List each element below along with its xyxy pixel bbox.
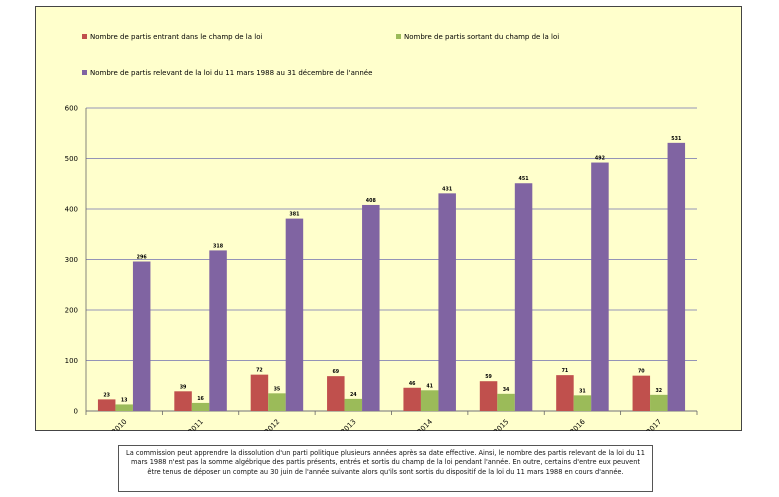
bar-series3 <box>209 250 227 411</box>
bar-series3 <box>514 183 533 411</box>
bar-value-label: 492 <box>595 156 605 162</box>
bar-value-label: 34 <box>503 387 510 393</box>
bar-series1 <box>556 375 574 411</box>
y-tick-label: 600 <box>65 105 78 113</box>
bar-series3 <box>132 261 151 411</box>
y-tick-label: 200 <box>65 307 78 315</box>
bar-series1 <box>174 391 192 411</box>
bar-series3 <box>667 142 686 411</box>
bar-series2 <box>420 390 439 411</box>
y-tick-label: 300 <box>65 256 78 264</box>
bar-value-label: 23 <box>103 392 110 398</box>
bar-series1 <box>479 381 498 411</box>
bar-series2 <box>268 393 286 411</box>
bar-value-label: 318 <box>213 243 224 249</box>
bar-series1 <box>250 374 269 411</box>
bar-series2 <box>573 395 592 411</box>
y-tick-label: 400 <box>65 206 78 214</box>
bar-series2 <box>115 404 133 411</box>
bar-series2 <box>650 394 668 411</box>
bar-series3 <box>362 204 380 411</box>
bar-value-label: 31 <box>579 388 586 394</box>
bar-series3 <box>285 218 304 411</box>
bar-series1 <box>97 399 116 411</box>
y-tick-label: 100 <box>65 357 78 365</box>
bar-value-label: 59 <box>485 374 492 380</box>
legend-swatch <box>82 70 87 75</box>
chart-caption: La commission peut apprendre la dissolut… <box>118 445 653 492</box>
bar-value-label: 46 <box>409 381 416 387</box>
chart-frame: 0 100 200 300 400 500 600 23 13 296 2010 39 16 318 201… <box>35 6 742 431</box>
bar-series3 <box>591 162 609 411</box>
bar-value-label: 431 <box>442 186 452 192</box>
bar-value-label: 16 <box>197 396 204 402</box>
bar-series2 <box>191 402 210 411</box>
bar-value-label: 32 <box>655 388 662 394</box>
bar-value-label: 408 <box>366 198 377 204</box>
bar-value-label: 531 <box>671 136 681 142</box>
bar-series2 <box>497 393 515 411</box>
y-tick-label: 0 <box>74 408 78 416</box>
bar-series1 <box>632 375 651 411</box>
legend-swatch <box>396 34 401 39</box>
bar-series1 <box>403 387 421 411</box>
bar-value-label: 13 <box>121 397 128 403</box>
bar-value-label: 70 <box>638 369 645 375</box>
bar-value-label: 69 <box>332 369 339 375</box>
bar-series2 <box>344 398 363 411</box>
bar-value-label: 296 <box>137 255 148 261</box>
chart-background <box>35 6 742 431</box>
legend-label: Nombre de partis entrant dans le champ d… <box>90 33 262 41</box>
bar-value-label: 41 <box>426 383 433 389</box>
bar-value-label: 24 <box>350 392 357 398</box>
bar-value-label: 451 <box>519 176 529 182</box>
legend-swatch <box>82 34 87 39</box>
bar-value-label: 35 <box>274 386 281 392</box>
bar-value-label: 39 <box>180 384 187 390</box>
bar-chart: 0100200300400500600231329620103916318201… <box>35 6 742 431</box>
bar-value-label: 71 <box>562 368 569 374</box>
bar-value-label: 72 <box>256 368 263 374</box>
legend-label: Nombre de partis relevant de la loi du 1… <box>90 69 372 77</box>
bar-series3 <box>438 193 456 411</box>
y-tick-label: 500 <box>65 155 78 163</box>
legend-label: Nombre de partis sortant du champ de la … <box>404 33 559 41</box>
bar-value-label: 381 <box>289 212 299 218</box>
bar-series1 <box>327 376 345 411</box>
